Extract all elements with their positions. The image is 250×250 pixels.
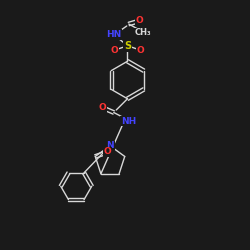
- Text: O: O: [136, 46, 144, 55]
- Text: S: S: [124, 41, 131, 51]
- Text: N: N: [106, 141, 114, 150]
- Text: O: O: [98, 103, 106, 112]
- Text: NH: NH: [121, 117, 136, 126]
- Text: CH₃: CH₃: [134, 28, 151, 37]
- Text: HN: HN: [106, 30, 122, 39]
- Text: O: O: [110, 46, 118, 55]
- Text: O: O: [104, 148, 111, 156]
- Text: O: O: [135, 16, 143, 25]
